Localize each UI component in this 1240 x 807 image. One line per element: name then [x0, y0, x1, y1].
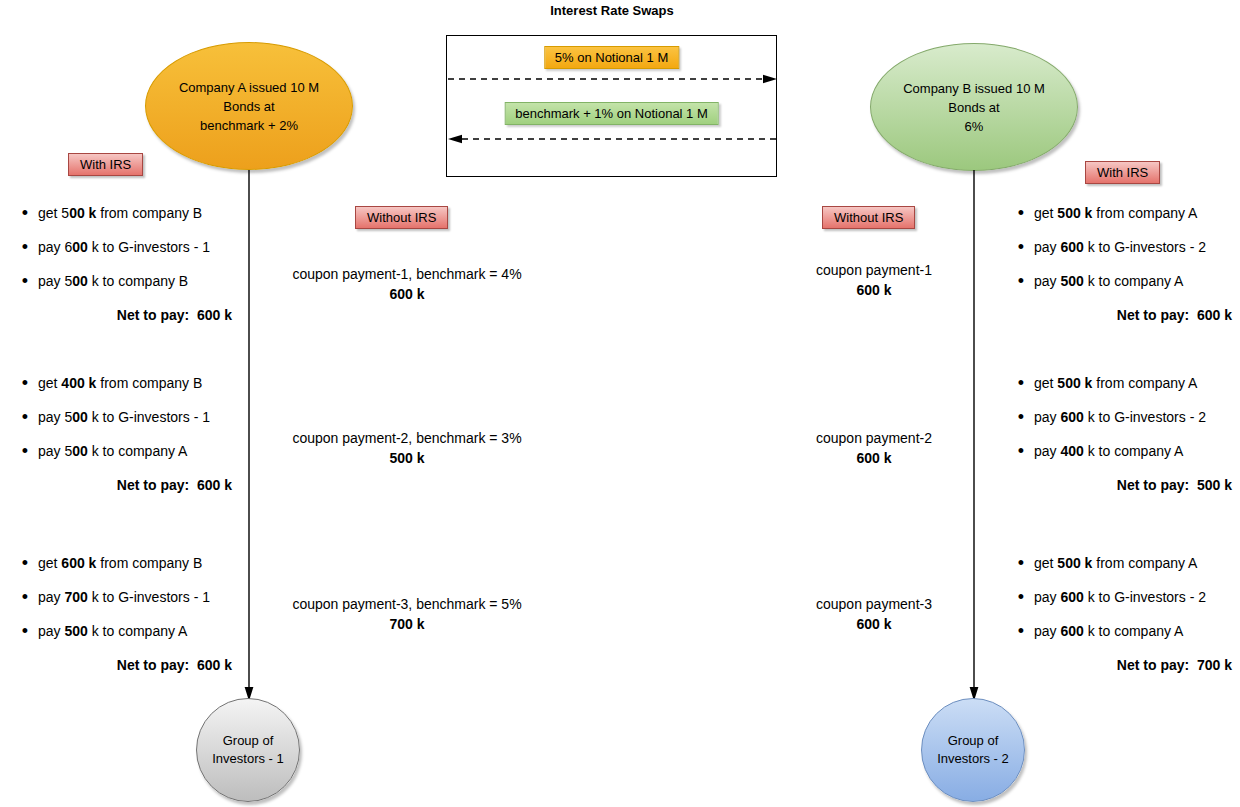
list-item: get 500 k from company A — [1008, 205, 1232, 222]
right-with-irs-group-3: get 500 k from company A pay 600 k to G-… — [1008, 555, 1232, 674]
coupon-label: coupon payment-2, benchmark = 3% — [280, 428, 534, 448]
coupon-label: coupon payment-3 — [800, 594, 948, 614]
right-coupon-payment-3: coupon payment-3 600 k — [800, 594, 948, 634]
coupon-label: coupon payment-2 — [800, 428, 948, 448]
company-a-node: Company A issued 10 M Bonds at benchmark… — [145, 42, 353, 170]
list-item: pay 500 k to company A — [12, 623, 232, 640]
right-coupon-payment-1: coupon payment-1 600 k — [800, 260, 948, 300]
group-of-investors-1-node: Group of Investors - 1 — [196, 698, 300, 802]
list-item: pay 500 k to company A — [12, 443, 232, 460]
left-with-irs-group-1: get 500 k from company B pay 600 k to G-… — [12, 205, 232, 324]
company-b-to-investors-arrow-icon — [967, 170, 981, 702]
net-to-pay: Net to pay: 600 k — [12, 477, 232, 494]
list-item: get 500 k from company A — [1008, 375, 1232, 392]
without-irs-tag-right: Without IRS — [822, 206, 915, 229]
left-with-irs-group-2: get 400 k from company B pay 500 k to G-… — [12, 375, 232, 494]
list-item: pay 600 k to company A — [1008, 623, 1232, 640]
company-b-line-2: Bonds at — [948, 98, 999, 117]
right-with-irs-group-1: get 500 k from company A pay 600 k to G-… — [1008, 205, 1232, 324]
list-item: get 500 k from company B — [12, 205, 232, 222]
diagram-title: Interest Rate Swaps — [446, 3, 778, 18]
company-a-line-2: Bonds at — [223, 97, 274, 116]
right-with-irs-group-2: get 500 k from company A pay 600 k to G-… — [1008, 375, 1232, 494]
list-item: pay 500 k to company B — [12, 273, 232, 290]
with-irs-tag-right: With IRS — [1085, 161, 1160, 184]
investors-2-line-2: Investors - 2 — [937, 750, 1009, 768]
list-item: pay 500 k to company A — [1008, 273, 1232, 290]
list-item: get 600 k from company B — [12, 555, 232, 572]
coupon-label: coupon payment-1 — [800, 260, 948, 280]
interest-rate-swaps-diagram: Interest Rate Swaps 5% on Notional 1 M b… — [0, 0, 1240, 807]
list-item: pay 600 k to G-investors - 1 — [12, 239, 232, 256]
list-item: pay 500 k to G-investors - 1 — [12, 409, 232, 426]
coupon-amount: 700 k — [280, 614, 534, 634]
company-a-line-3: benchmark + 2% — [200, 116, 298, 135]
with-irs-tag-left: With IRS — [68, 153, 143, 176]
investors-1-line-2: Investors - 1 — [212, 750, 284, 768]
coupon-amount: 600 k — [800, 280, 948, 300]
left-coupon-payment-2: coupon payment-2, benchmark = 3% 500 k — [280, 428, 534, 468]
without-irs-tag-left: Without IRS — [355, 206, 448, 229]
investors-2-line-1: Group of — [948, 732, 999, 750]
swap-receive-arrow-left-icon — [447, 132, 778, 146]
coupon-amount: 500 k — [280, 448, 534, 468]
net-to-pay: Net to pay: 600 k — [1008, 307, 1232, 324]
company-b-line-1: Company B issued 10 M — [903, 79, 1045, 98]
coupon-label: coupon payment-3, benchmark = 5% — [280, 594, 534, 614]
group-of-investors-2-node: Group of Investors - 2 — [921, 698, 1025, 802]
net-to-pay: Net to pay: 600 k — [12, 657, 232, 674]
net-to-pay: Net to pay: 600 k — [12, 307, 232, 324]
investors-1-line-1: Group of — [223, 732, 274, 750]
left-coupon-payment-1: coupon payment-1, benchmark = 4% 600 k — [280, 264, 534, 304]
list-item: get 400 k from company B — [12, 375, 232, 392]
list-item: pay 600 k to G-investors - 2 — [1008, 589, 1232, 606]
coupon-label: coupon payment-1, benchmark = 4% — [280, 264, 534, 284]
list-item: pay 600 k to G-investors - 2 — [1008, 409, 1232, 426]
company-b-node: Company B issued 10 M Bonds at 6% — [870, 43, 1078, 171]
swap-receive-leg-label: benchmark + 1% on Notional 1 M — [504, 102, 719, 125]
list-item: pay 700 k to G-investors - 1 — [12, 589, 232, 606]
coupon-amount: 600 k — [280, 284, 534, 304]
net-to-pay: Net to pay: 700 k — [1008, 657, 1232, 674]
coupon-amount: 600 k — [800, 448, 948, 468]
company-a-to-investors-arrow-icon — [242, 170, 256, 702]
list-item: pay 400 k to company A — [1008, 443, 1232, 460]
swap-pay-leg-label: 5% on Notional 1 M — [544, 46, 679, 69]
company-a-line-1: Company A issued 10 M — [179, 78, 319, 97]
swap-pay-arrow-right-icon — [447, 72, 778, 86]
right-coupon-payment-2: coupon payment-2 600 k — [800, 428, 948, 468]
left-coupon-payment-3: coupon payment-3, benchmark = 5% 700 k — [280, 594, 534, 634]
coupon-amount: 600 k — [800, 614, 948, 634]
list-item: get 500 k from company A — [1008, 555, 1232, 572]
company-b-line-3: 6% — [965, 117, 984, 136]
swap-box: 5% on Notional 1 M benchmark + 1% on Not… — [446, 35, 777, 177]
net-to-pay: Net to pay: 500 k — [1008, 477, 1232, 494]
left-with-irs-group-3: get 600 k from company B pay 700 k to G-… — [12, 555, 232, 674]
list-item: pay 600 k to G-investors - 2 — [1008, 239, 1232, 256]
